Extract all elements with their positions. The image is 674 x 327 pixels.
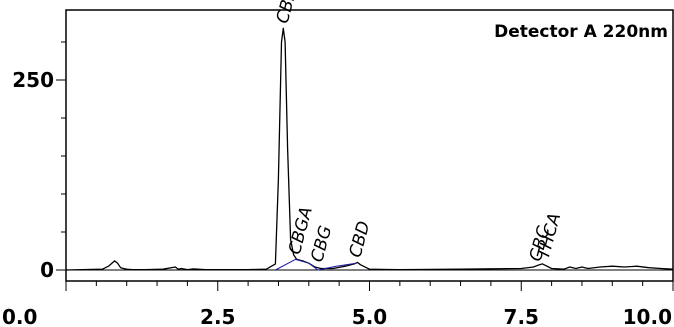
x-axis: 0.0 2.5 5.0 7.5 10.0 <box>2 281 674 327</box>
peak-label-thca: THCA <box>534 211 565 261</box>
x-tick-label: 0.0 <box>2 305 37 327</box>
y-tick-label: 0 <box>40 258 54 282</box>
x-tick-label: 7.5 <box>504 305 539 327</box>
integration-baseline <box>275 258 357 271</box>
y-axis: 0 250 <box>12 41 66 282</box>
peak-label-cbda: CBDA <box>273 0 305 26</box>
peak-label-cbg: CBG <box>307 224 336 265</box>
y-tick-label: 250 <box>12 68 54 92</box>
series-lines <box>65 27 674 271</box>
peak-label-cbd: CBD <box>346 219 375 260</box>
detector-label: Detector A 220nm <box>494 22 668 42</box>
x-tick-label: 10.0 <box>623 305 672 327</box>
x-tick-label: 5.0 <box>352 305 387 327</box>
x-tick-label: 2.5 <box>200 305 235 327</box>
